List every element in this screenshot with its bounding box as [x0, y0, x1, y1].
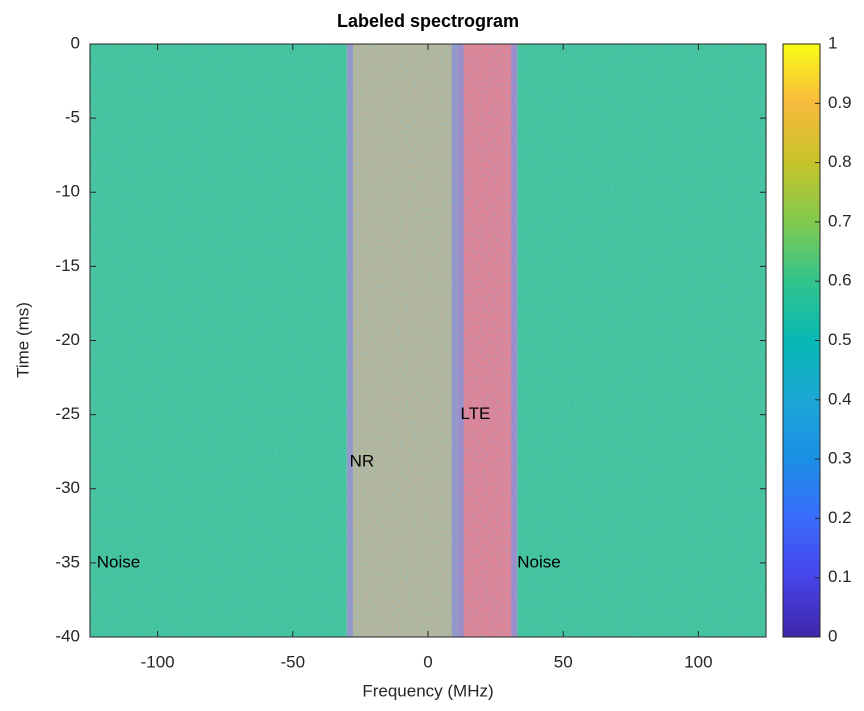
colorbar-tick-label: 0.5: [828, 330, 852, 349]
colorbar-tick-label: 0.2: [828, 508, 852, 527]
y-tick-label: -30: [55, 478, 80, 497]
x-axis-label: Frequency (MHz): [362, 681, 493, 700]
x-tick-label: -50: [281, 652, 306, 671]
colorbar-tick-label: 0.6: [828, 271, 852, 290]
colorbar: [782, 43, 821, 638]
region-label: LTE: [460, 404, 490, 423]
y-tick-label: -15: [55, 256, 80, 275]
region-label: NR: [350, 452, 375, 471]
x-tick-label: 100: [684, 652, 712, 671]
colorbar-tick-label: 0: [828, 626, 837, 645]
noise-texture: [90, 44, 766, 637]
plot-area: [90, 44, 766, 637]
y-tick-label: -35: [55, 552, 80, 571]
x-tick-label: 50: [554, 652, 573, 671]
x-tick-label: -100: [141, 652, 175, 671]
chart-title: Labeled spectrogram: [337, 11, 519, 31]
colorbar-tick-label: 0.4: [828, 389, 852, 408]
colorbar-tick-label: 0.7: [828, 211, 852, 230]
y-axis-label: Time (ms): [13, 302, 32, 378]
colorbar-tick-label: 0.1: [828, 567, 852, 586]
y-tick-label: -20: [55, 330, 80, 349]
region-label: Noise: [97, 552, 140, 571]
colorbar-tick-label: 1: [828, 33, 837, 52]
y-tick-label: -25: [55, 404, 80, 423]
colorbar-tick-label: 0.9: [828, 93, 852, 112]
region-label: Noise: [517, 552, 560, 571]
y-tick-label: -5: [65, 108, 80, 127]
y-tick-label: -10: [55, 182, 80, 201]
colorbar-tick-label: 0.3: [828, 449, 852, 468]
y-tick-label: 0: [71, 33, 80, 52]
y-tick-label: -40: [55, 626, 80, 645]
x-tick-label: 0: [423, 652, 432, 671]
colorbar-tick-label: 0.8: [828, 152, 852, 171]
